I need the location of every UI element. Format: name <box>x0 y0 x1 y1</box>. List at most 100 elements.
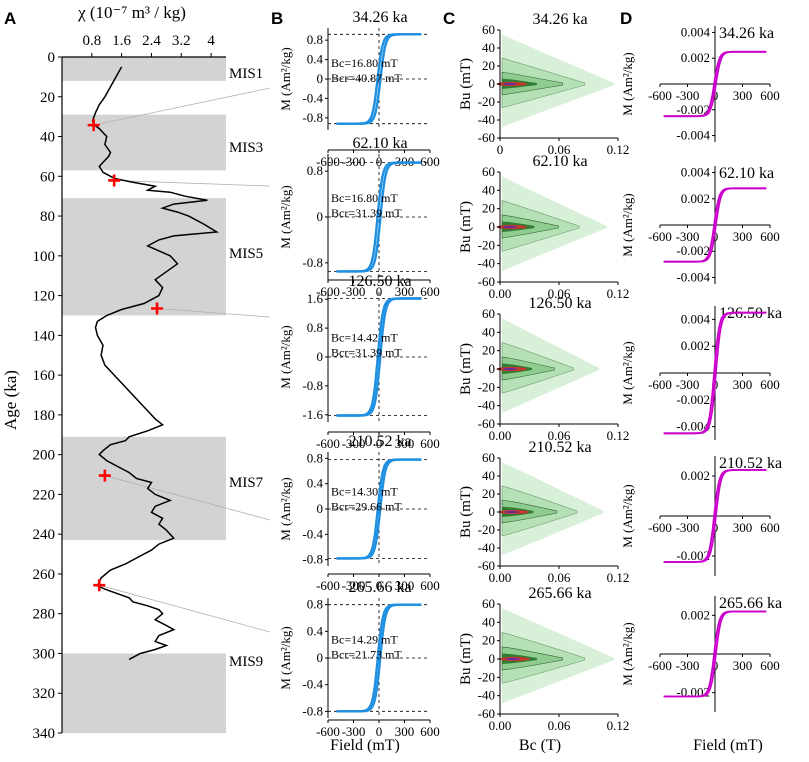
panel-c-y-tick-label: 0 <box>489 76 496 91</box>
sample-marker-4 <box>98 469 111 482</box>
panel-d-y-tick-label: 0.004 <box>681 311 711 326</box>
panel-b-bc-value: Bc=14.29 mT <box>331 633 398 647</box>
panel-b-x-tick-label: 300 <box>395 284 415 299</box>
panel-b-y-tick-label: -0.8 <box>302 255 323 270</box>
panel-c-y-tick-label: -60 <box>478 416 495 431</box>
panel-a-x-tick-label: 4 <box>207 33 215 49</box>
hysteresis-branch-descending <box>336 603 422 713</box>
forc-peak-core <box>502 367 517 371</box>
panel-b-bc-value: Bc=16.80 mT <box>331 191 398 205</box>
panel-b-title-3: 126.50 ka <box>348 273 411 290</box>
panel-c-x-tick-label: 0.12 <box>607 142 630 157</box>
panel-c-title-4: 210.52 ka <box>528 439 591 456</box>
panel-c-y-tick-label: 20 <box>482 343 495 358</box>
panel-d-x-tick-label: 300 <box>733 658 753 673</box>
hysteresis-branch-descending <box>336 33 422 125</box>
panel-b-x-tick-label: 300 <box>395 724 415 739</box>
panel-d-x-tick-label: 600 <box>760 88 780 103</box>
panel-a-y-tick-label: 100 <box>33 249 56 265</box>
panel-c-y-tick-label: -60 <box>478 274 495 289</box>
hysteresis-branch-descending <box>336 297 422 417</box>
panel-c-y-tick-label: 0 <box>489 504 496 519</box>
panel-c-y-axis-title: Bu (mT) <box>458 201 474 253</box>
panel-d-x-axis-title: Field (mT) <box>693 737 763 754</box>
panel-d-y-tick-label: -0.002 <box>676 548 710 563</box>
panel-c-title-2: 62.10 ka <box>532 153 587 170</box>
panel-c-y-tick-label: 40 <box>482 468 495 483</box>
panel-a-y-tick-label: 80 <box>40 209 55 225</box>
panel-d-y-tick-label: 0.002 <box>681 468 710 483</box>
connector-line-4 <box>104 475 271 521</box>
panel-b-y-tick-label: -0.8 <box>302 378 323 393</box>
panel-a-x-tick-label: 0.8 <box>82 33 101 49</box>
panel-c-x-tick-label: 0.00 <box>489 718 512 733</box>
sample-marker-1 <box>87 119 100 132</box>
panel-c-x-tick-label: 0.06 <box>548 570 571 585</box>
panel-d-x-tick-label: -600 <box>648 658 672 673</box>
panel-a-x-tick-label: 2.4 <box>142 33 161 49</box>
panel-b-y-tick-label: -0.4 <box>302 526 323 541</box>
panel-c-y-tick-label: 60 <box>482 22 495 37</box>
forc-peak-core <box>505 657 520 661</box>
panel-b-x-tick-label: -600 <box>316 724 340 739</box>
panel-d-y-axis-title: M (Am²/kg) <box>620 622 635 685</box>
panel-c-y-tick-label: -20 <box>478 669 495 684</box>
panel-b-x-tick-label: 300 <box>395 578 415 593</box>
panel-d-y-tick-label: 0.002 <box>681 607 710 622</box>
panel-b-y-tick-label: -0.8 <box>302 703 323 718</box>
mis-label-mis3: MIS3 <box>229 140 263 156</box>
panel-d-y-tick-label: -0.002 <box>676 102 710 117</box>
panel-d-loop-descending <box>663 187 767 263</box>
panel-d-y-tick-label: 0.004 <box>681 24 711 39</box>
panel-c-y-axis-title: Bu (mT) <box>458 58 474 110</box>
panel-c-x-tick-label: 0.06 <box>548 428 571 443</box>
panel-a-x-tick-label: 1.6 <box>112 33 131 49</box>
panel-b-y-tick-label: -0.8 <box>302 552 323 567</box>
panel-d-x-tick-label: -300 <box>676 377 700 392</box>
panel-d-y-tick-label: -0.002 <box>676 243 710 258</box>
panel-d-y-axis-title: M (Am²/kg) <box>620 341 635 404</box>
panel-b-y-tick-label: -0.4 <box>302 90 323 105</box>
panel-c-y-tick-label: 60 <box>482 306 495 321</box>
panel-d-x-tick-label: -600 <box>648 377 672 392</box>
panel-d-loop-descending <box>663 610 767 698</box>
connector-line-1 <box>93 87 271 126</box>
panel-c-x-tick-label: 0 <box>497 142 504 157</box>
panel-c-x-tick-label: 0.12 <box>607 718 630 733</box>
panel-d-x-tick-label: -600 <box>648 229 672 244</box>
panel-b-bc-value: Bc=16.80 mT <box>331 56 398 70</box>
panel-c-y-axis-title: Bu (mT) <box>458 486 474 538</box>
mis-band-mis5 <box>62 198 226 316</box>
panel-b-bc-value: Bc=14.42 mT <box>331 330 398 344</box>
panel-d-loop-descending <box>663 469 767 563</box>
panel-c-x-tick-label: 0.12 <box>607 570 630 585</box>
panel-c-x-tick-label: 0.12 <box>607 428 630 443</box>
panel-c-y-tick-label: -40 <box>478 540 495 555</box>
panel-c-y-tick-label: 20 <box>482 201 495 216</box>
panel-c-title-5: 265.66 ka <box>528 585 591 602</box>
panel-c-x-tick-label: 0.00 <box>489 570 512 585</box>
panel-a-y-tick-label: 20 <box>40 90 55 106</box>
panel-d-x-tick-label: -300 <box>676 658 700 673</box>
panel-a-y-tick-label: 160 <box>33 368 56 384</box>
panel-d-x-tick-label: 300 <box>733 229 753 244</box>
panel-c-y-tick-label: -40 <box>478 688 495 703</box>
forc-peak-core <box>502 225 517 229</box>
panel-d-y-tick-label: -0.004 <box>676 269 710 284</box>
panel-d-x-tick-label: -300 <box>676 88 700 103</box>
mis-label-mis1: MIS1 <box>229 66 263 82</box>
panel-c-y-tick-label: -40 <box>478 112 495 127</box>
mis-band-mis7 <box>62 436 226 541</box>
mis-band-mis1 <box>62 57 226 81</box>
panel-a-y-axis-title: Age (ka) <box>1 370 20 430</box>
panel-b-x-axis-title: Field (mT) <box>330 737 400 754</box>
panel-d-y-tick-label: 0.002 <box>681 50 710 65</box>
panel-a-x-tick-label: 3.2 <box>172 33 191 49</box>
panel-d-y-tick-label: -0.004 <box>676 419 710 434</box>
panel-d-x-tick-label: 300 <box>733 88 753 103</box>
panel-d-y-axis-title: M (Am²/kg) <box>620 484 635 547</box>
panel-c-title-1: 34.26 ka <box>532 11 587 28</box>
panel-b-y-axis-title: M (Am²/kg) <box>278 325 293 388</box>
hysteresis-branch-descending <box>336 458 422 560</box>
panel-a-y-tick-label: 40 <box>40 130 55 146</box>
